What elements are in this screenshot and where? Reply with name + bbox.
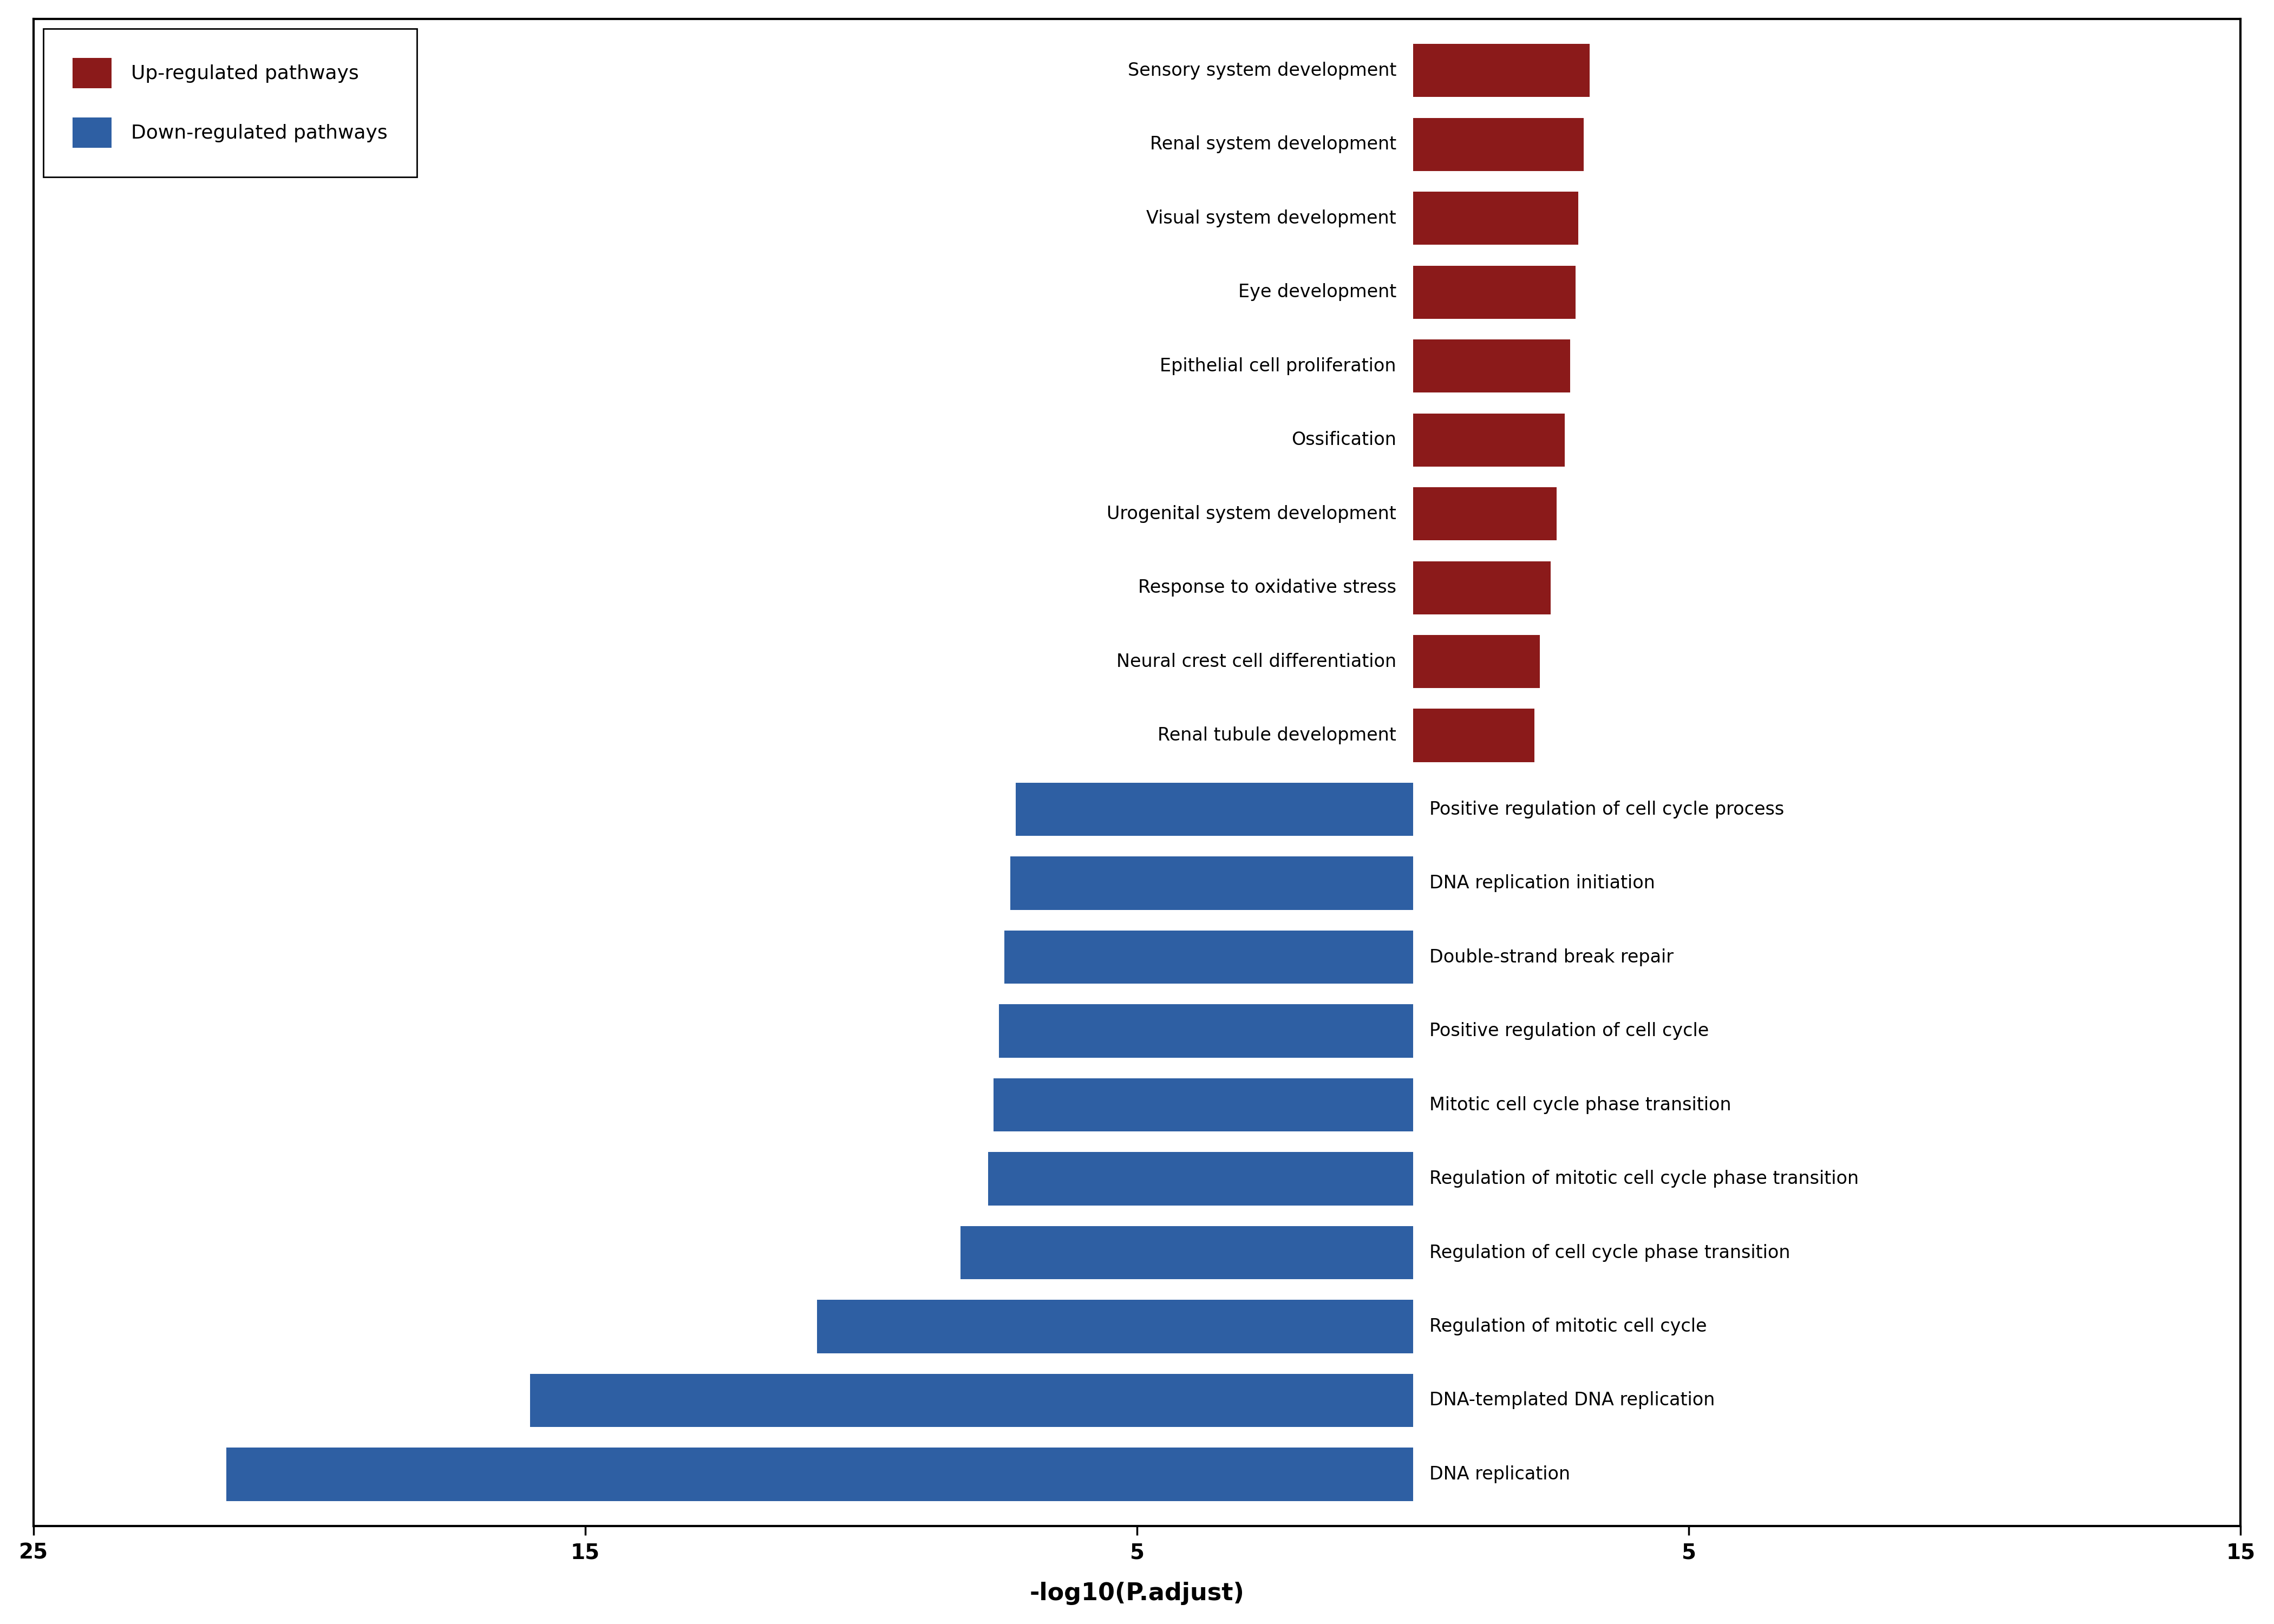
Bar: [1412, 562, 1551, 614]
Text: Regulation of mitotic cell cycle phase transition: Regulation of mitotic cell cycle phase t…: [1430, 1169, 1858, 1187]
Bar: [1005, 931, 1412, 984]
Text: Epithelial cell proliferation: Epithelial cell proliferation: [1160, 357, 1396, 375]
Bar: [1412, 487, 1555, 541]
Text: Regulation of cell cycle phase transition: Regulation of cell cycle phase transitio…: [1430, 1244, 1790, 1262]
Bar: [1412, 266, 1576, 318]
Text: DNA-templated DNA replication: DNA-templated DNA replication: [1430, 1392, 1715, 1410]
Bar: [227, 1447, 1412, 1501]
Bar: [960, 1226, 1412, 1280]
Bar: [998, 1004, 1412, 1057]
Text: Double-strand break repair: Double-strand break repair: [1430, 948, 1674, 966]
Text: DNA replication initiation: DNA replication initiation: [1430, 874, 1655, 892]
Bar: [1016, 783, 1412, 836]
Bar: [1412, 708, 1535, 762]
Legend: Up-regulated pathways, Down-regulated pathways: Up-regulated pathways, Down-regulated pa…: [43, 29, 416, 177]
Text: Eye development: Eye development: [1237, 283, 1396, 300]
X-axis label: -log10(P.adjust): -log10(P.adjust): [1030, 1582, 1244, 1605]
Bar: [994, 1078, 1412, 1132]
Text: Mitotic cell cycle phase transition: Mitotic cell cycle phase transition: [1430, 1096, 1731, 1114]
Bar: [816, 1299, 1412, 1353]
Bar: [1412, 414, 1565, 466]
Text: Ossification: Ossification: [1292, 430, 1396, 448]
Text: Positive regulation of cell cycle process: Positive regulation of cell cycle proces…: [1430, 801, 1785, 818]
Text: Visual system development: Visual system development: [1146, 209, 1396, 227]
Text: Urogenital system development: Urogenital system development: [1107, 505, 1396, 523]
Bar: [1412, 119, 1585, 171]
Text: Renal tubule development: Renal tubule development: [1157, 726, 1396, 744]
Text: Neural crest cell differentiation: Neural crest cell differentiation: [1117, 653, 1396, 671]
Text: Positive regulation of cell cycle: Positive regulation of cell cycle: [1430, 1021, 1710, 1039]
Text: Sensory system development: Sensory system development: [1128, 62, 1396, 80]
Text: DNA replication: DNA replication: [1430, 1465, 1571, 1483]
Bar: [1412, 44, 1590, 97]
Bar: [987, 1151, 1412, 1205]
Bar: [1412, 339, 1569, 393]
Bar: [1412, 635, 1539, 689]
Bar: [1010, 856, 1412, 909]
Text: Renal system development: Renal system development: [1151, 135, 1396, 153]
Text: Response to oxidative stress: Response to oxidative stress: [1137, 578, 1396, 596]
Text: Regulation of mitotic cell cycle: Regulation of mitotic cell cycle: [1430, 1317, 1708, 1335]
Bar: [1412, 192, 1578, 245]
Bar: [530, 1374, 1412, 1427]
